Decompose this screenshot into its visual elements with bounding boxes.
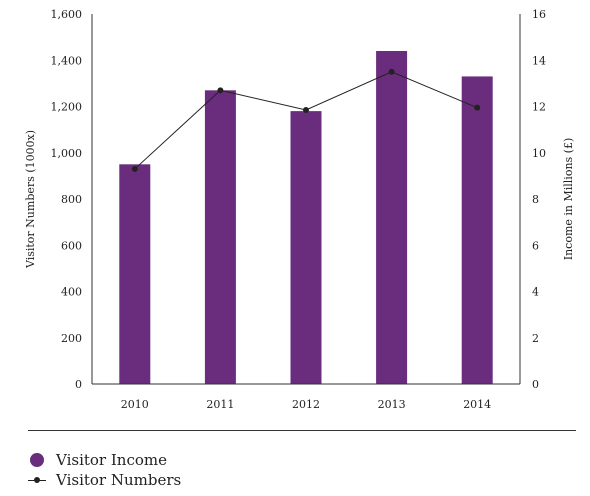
visitor-numbers-point-2013 <box>388 68 395 75</box>
legend-separator <box>28 430 576 431</box>
y-tick-left: 1,200 <box>51 101 83 114</box>
legend-swatch-income <box>30 453 44 467</box>
y-tick-left: 800 <box>61 193 82 206</box>
visitor-numbers-point-2012 <box>303 106 309 113</box>
y-tick-left: 400 <box>61 286 82 299</box>
y-tick-right: 12 <box>532 101 546 114</box>
labels-layer: 0 200 400 600 800 1,000 1,200 1,400 1,600 0 2 4 6 8 10… <box>24 8 575 411</box>
x-tick-label: 2012 <box>292 398 320 411</box>
y-axis-title-right: Income in Millions (£) <box>562 138 575 261</box>
y-tick-left: 1,000 <box>51 147 83 160</box>
axes-layer <box>91 14 521 385</box>
x-tick-label: 2011 <box>206 398 234 411</box>
x-tick-label: 2014 <box>463 398 491 411</box>
y-tick-right: 10 <box>532 147 546 160</box>
bar-2013 <box>376 51 408 384</box>
bar-2012 <box>290 111 322 384</box>
bar-2014 <box>461 76 493 384</box>
bar-2011 <box>204 90 236 384</box>
y-tick-right: 0 <box>532 378 539 391</box>
legend-label-numbers: Visitor Numbers <box>56 471 182 489</box>
legend: Visitor Income Visitor Numbers <box>28 450 181 490</box>
legend-swatch-numbers <box>28 473 46 487</box>
y-tick-left: 600 <box>61 239 82 252</box>
legend-item-numbers: Visitor Numbers <box>28 470 181 490</box>
bar-2010 <box>119 164 151 384</box>
y-tick-right: 6 <box>532 239 539 252</box>
x-tick-label: 2013 <box>378 398 406 411</box>
y-tick-left: 1,400 <box>51 54 83 67</box>
visitor-numbers-point-2011 <box>217 87 224 94</box>
y-tick-left: 200 <box>61 332 82 345</box>
y-tick-right: 16 <box>532 8 546 21</box>
visitor-numbers-point-2014 <box>474 104 481 111</box>
legend-label-income: Visitor Income <box>56 451 167 469</box>
y-axis-title-left: Visitor Numbers (1000x) <box>24 130 37 269</box>
line-layer <box>131 68 481 172</box>
x-tick-label: 2010 <box>121 398 149 411</box>
y-tick-left: 1,600 <box>51 8 83 21</box>
y-tick-right: 14 <box>532 54 546 67</box>
y-tick-right: 4 <box>532 286 539 299</box>
legend-item-income: Visitor Income <box>28 450 181 470</box>
y-tick-right: 8 <box>532 193 539 206</box>
y-tick-left: 0 <box>75 378 82 391</box>
visitor-numbers-point-2010 <box>131 165 138 172</box>
bars-layer <box>119 51 493 384</box>
y-tick-right: 2 <box>532 332 539 345</box>
